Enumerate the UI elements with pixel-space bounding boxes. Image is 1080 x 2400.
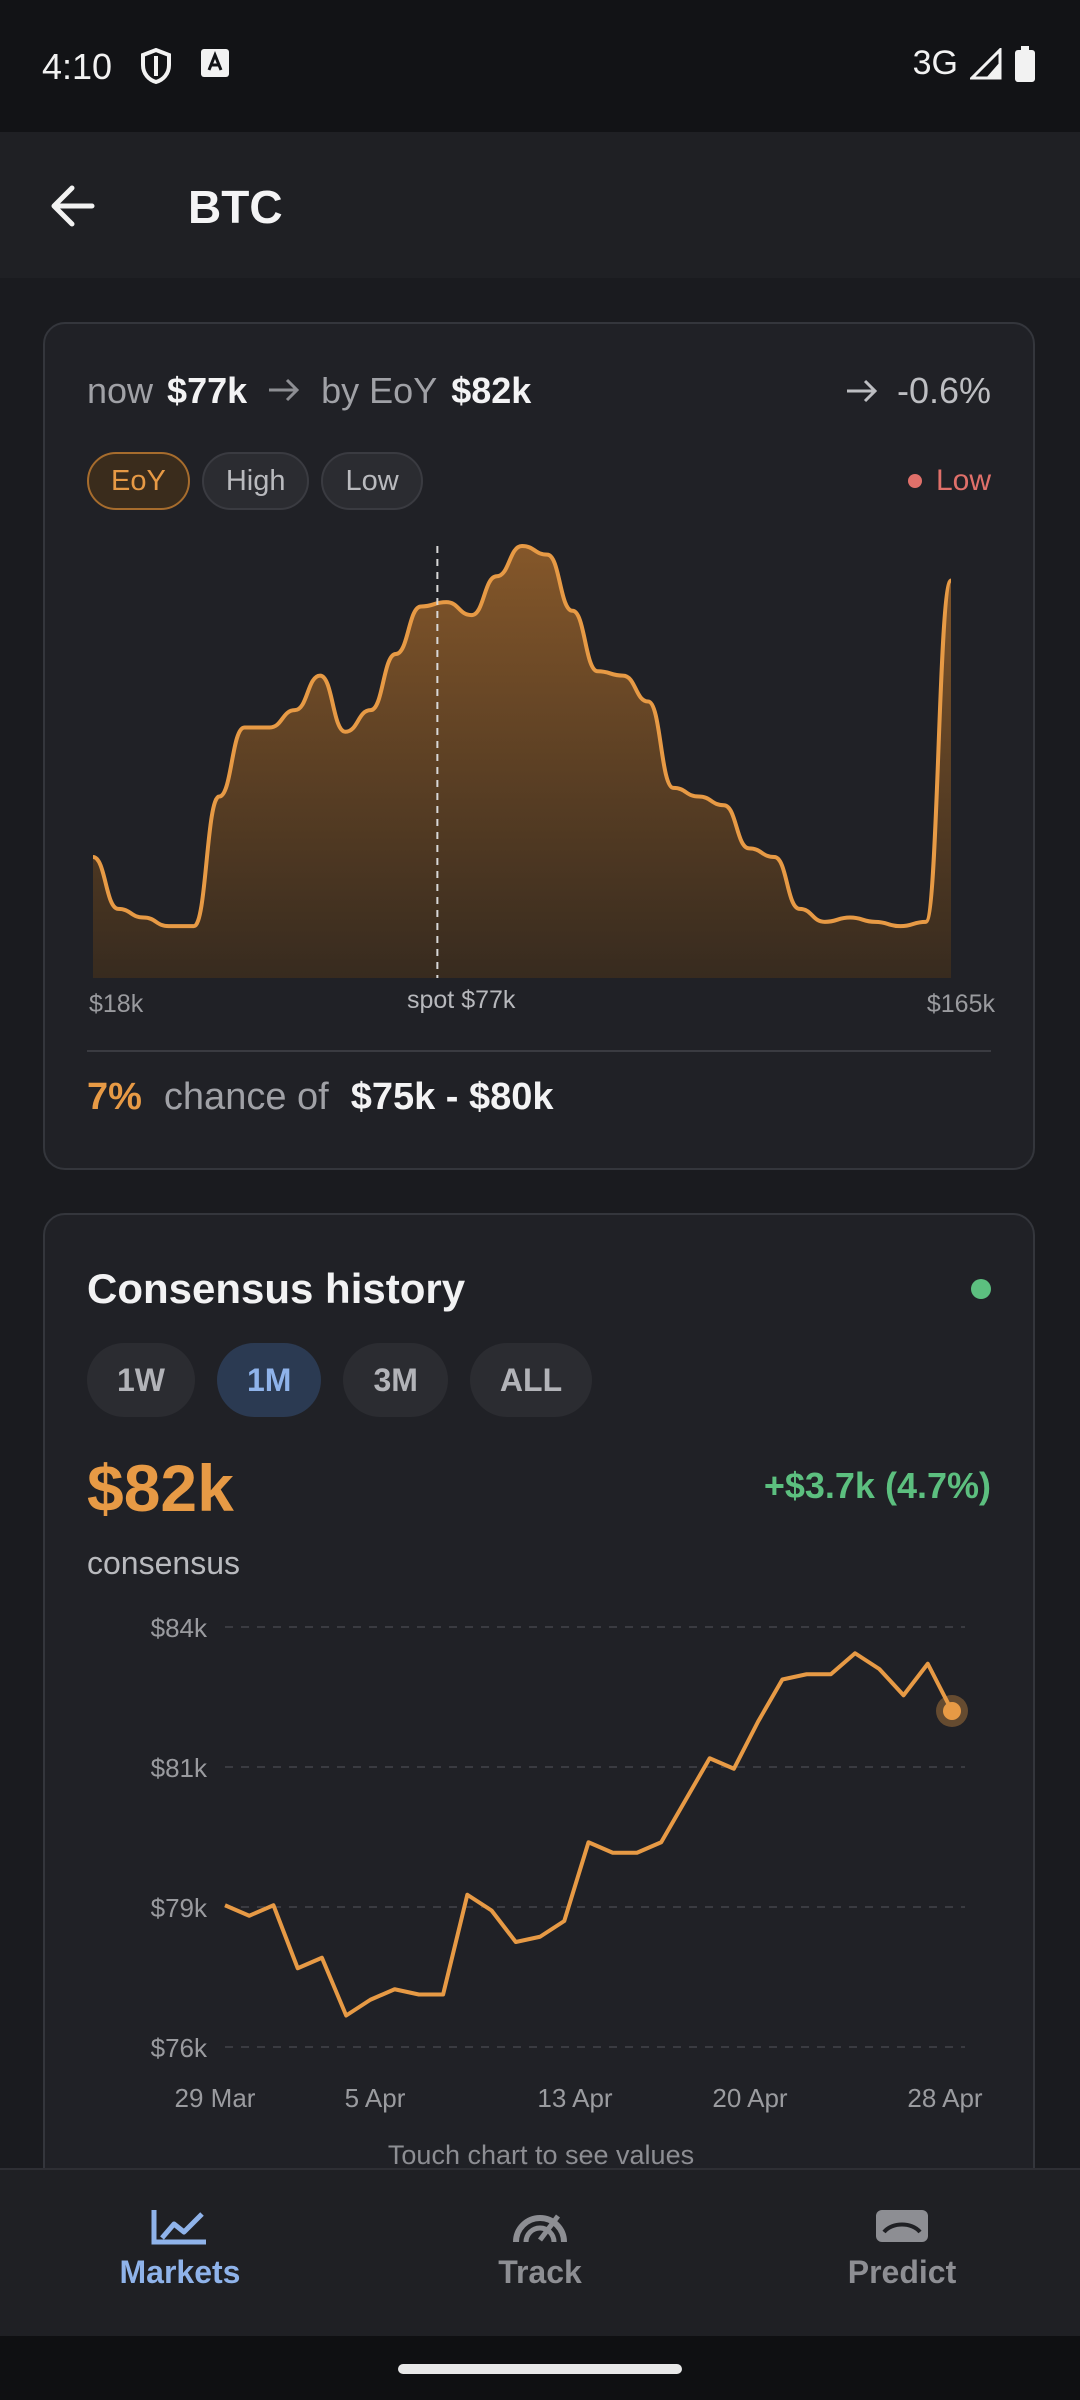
- axis-max-label: $165k: [927, 990, 996, 1018]
- arrow-left-icon[interactable]: [44, 176, 104, 236]
- chance-row: 7% chance of $75k - $80k: [87, 1076, 554, 1119]
- distribution-line: [92, 543, 953, 929]
- battery-icon: [1015, 45, 1035, 82]
- last-point: [943, 1702, 961, 1720]
- chip-low[interactable]: Low: [321, 452, 423, 510]
- consensus-title: Consensus history: [87, 1265, 466, 1312]
- indicator-label: Low: [935, 464, 991, 497]
- forecast-change: -0.6%: [845, 370, 991, 412]
- chart-line-icon: [151, 2210, 206, 2245]
- axis-spot-label: spot $77k: [407, 986, 516, 1014]
- signal-icon: [970, 47, 1002, 79]
- forecast-card: now $77k by EoY $82k -0.6% EoY High Low …: [43, 322, 1035, 1170]
- tab-3m[interactable]: 3M: [343, 1343, 448, 1417]
- low-indicator: Low: [907, 464, 991, 498]
- by-value: $82k: [451, 370, 532, 411]
- shield-icon: [141, 48, 171, 84]
- chance-text: chance of: [163, 1076, 329, 1118]
- x-tick-label: 5 Apr: [345, 2083, 406, 2113]
- y-tick-label: $81k: [151, 1753, 208, 1783]
- chart-hint: Touch chart to see values: [387, 2140, 695, 2170]
- now-label: now: [87, 370, 154, 411]
- consensus-change: +$3.7k (4.7%): [763, 1465, 991, 1506]
- status-bar: 4:10 3G: [0, 0, 1080, 132]
- nav-predict[interactable]: Predict: [792, 2206, 1012, 2291]
- chance-range: $75k - $80k: [350, 1076, 554, 1118]
- gesture-bar: [0, 2336, 1080, 2400]
- gauge-icon: [513, 2214, 567, 2243]
- forecast-summary: now $77k by EoY $82k: [87, 370, 531, 412]
- home-indicator[interactable]: [398, 2364, 682, 2374]
- status-time: 4:10: [42, 46, 113, 87]
- axis-min-label: $18k: [89, 990, 144, 1018]
- chip-high[interactable]: High: [201, 452, 310, 510]
- arrow-right-icon: [269, 378, 300, 402]
- chance-pct: 7%: [87, 1076, 142, 1118]
- bottom-nav: Markets Track Predict: [0, 2168, 1080, 2338]
- consensus-label: consensus: [87, 1545, 240, 1581]
- consensus-chart[interactable]: $84k $81k $79k $76k 29 Mar 5 Apr 13 Apr 20 Apr 2…: [45, 1595, 1037, 2115]
- nav-track[interactable]: Track: [430, 2206, 650, 2291]
- range-tabs: 1W 1M 3M ALL: [87, 1343, 593, 1417]
- change-value: -0.6%: [896, 370, 991, 411]
- a-box-icon: [201, 49, 229, 77]
- divider: [87, 1050, 991, 1052]
- consensus-line: [224, 1651, 954, 2018]
- tab-1w[interactable]: 1W: [87, 1343, 195, 1417]
- y-tick-label: $79k: [151, 1893, 208, 1923]
- x-tick-label: 13 Apr: [537, 2083, 613, 2113]
- nav-track-label: Track: [498, 2254, 582, 2290]
- network-label: 3G: [912, 44, 958, 82]
- scenario-chips: EoY High Low: [87, 452, 423, 510]
- nav-markets[interactable]: Markets: [70, 2206, 290, 2291]
- page-title: BTC: [188, 181, 283, 233]
- x-tick-label: 20 Apr: [712, 2083, 788, 2113]
- tab-all[interactable]: ALL: [469, 1343, 593, 1417]
- consensus-value: $82k: [87, 1451, 234, 1525]
- tab-1m[interactable]: 1M: [217, 1343, 322, 1417]
- y-tick-label: $84k: [151, 1613, 208, 1643]
- distribution-area: [93, 546, 951, 978]
- card-icon: [876, 2210, 928, 2242]
- consensus-card: Consensus history 1W 1M 3M ALL $82k +$3.…: [43, 1213, 1035, 2213]
- app-bar: BTC: [0, 132, 1080, 278]
- indicator-dot: [907, 474, 922, 488]
- arrow-right-icon: [846, 379, 878, 403]
- live-dot: [971, 1279, 991, 1299]
- y-tick-label: $76k: [151, 2033, 208, 2063]
- distribution-chart[interactable]: $18k spot $77k $165k: [45, 324, 1037, 1044]
- x-tick-label: 29 Mar: [175, 2083, 256, 2113]
- nav-markets-label: Markets: [119, 2254, 241, 2290]
- x-tick-label: 28 Apr: [907, 2083, 983, 2113]
- by-label: by EoY: [321, 370, 438, 411]
- status-right: 3G: [913, 44, 1036, 83]
- chip-eoy[interactable]: EoY: [87, 452, 190, 510]
- now-value: $77k: [167, 370, 248, 411]
- nav-predict-label: Predict: [847, 2254, 957, 2290]
